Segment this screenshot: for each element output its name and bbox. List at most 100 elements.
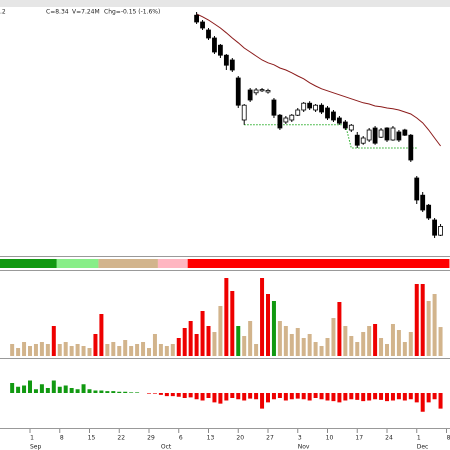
x-tick-label: 27 bbox=[266, 435, 274, 442]
histogram-bar bbox=[129, 392, 134, 393]
histogram-bar bbox=[438, 393, 443, 409]
volume-bar bbox=[271, 301, 276, 356]
volume-bar bbox=[87, 348, 92, 356]
candle-body bbox=[194, 14, 200, 23]
candle-body bbox=[408, 134, 414, 161]
volume-bar bbox=[313, 342, 318, 356]
month-label: Dec bbox=[417, 444, 429, 450]
volume-bar bbox=[105, 344, 110, 356]
candle-body bbox=[295, 109, 301, 116]
candle-body bbox=[414, 177, 420, 201]
candle-body bbox=[301, 102, 307, 111]
x-tick-label: 24 bbox=[385, 435, 393, 442]
candle-body bbox=[348, 124, 354, 131]
volume-bar bbox=[182, 328, 187, 356]
histogram-bar bbox=[224, 393, 229, 401]
volume-bar bbox=[283, 326, 288, 356]
histogram-bar bbox=[63, 385, 68, 393]
candle-body bbox=[331, 111, 336, 121]
histogram-bar bbox=[319, 393, 324, 400]
histogram-bar bbox=[45, 388, 50, 393]
histogram-bar bbox=[355, 393, 360, 400]
x-tick-label: 8 bbox=[60, 435, 64, 442]
header-strip bbox=[0, 0, 450, 7]
candle-body bbox=[247, 89, 253, 101]
volume-bar bbox=[331, 318, 336, 356]
header-info: .2 bbox=[0, 9, 6, 16]
histogram-bar bbox=[16, 386, 21, 393]
volume-bar bbox=[337, 302, 342, 356]
histogram-bar bbox=[158, 393, 163, 395]
candle-body bbox=[390, 127, 396, 141]
histogram-bar bbox=[343, 393, 348, 401]
volume-bar bbox=[260, 278, 265, 356]
volume-bar bbox=[224, 278, 229, 356]
candle-body bbox=[426, 204, 432, 219]
volume-bar bbox=[325, 338, 330, 356]
volume-bar bbox=[10, 344, 15, 356]
month-label: Oct bbox=[161, 444, 172, 450]
trend-band bbox=[98, 259, 158, 268]
histogram-bar bbox=[176, 393, 181, 397]
histogram-bar bbox=[289, 393, 294, 400]
histogram-bar bbox=[301, 393, 306, 400]
volume-bar bbox=[147, 348, 151, 356]
candle-body bbox=[372, 127, 378, 144]
histogram-bar bbox=[152, 393, 157, 394]
volume-bar bbox=[295, 328, 300, 356]
trend-band bbox=[56, 259, 99, 268]
volume-bar bbox=[22, 342, 27, 356]
histogram-bar bbox=[117, 391, 122, 393]
histogram-bar bbox=[373, 393, 378, 400]
histogram-bar bbox=[367, 393, 372, 401]
volume-bar bbox=[39, 342, 44, 356]
candle-body bbox=[212, 37, 217, 53]
volume-bar bbox=[33, 344, 38, 356]
x-tick-label: 13 bbox=[207, 435, 215, 442]
candle-body bbox=[336, 117, 342, 124]
histogram-bar bbox=[283, 393, 288, 401]
histogram-bar bbox=[432, 393, 437, 400]
volume-bar bbox=[206, 326, 211, 356]
volume-bar bbox=[390, 324, 395, 356]
x-tick-label: 29 bbox=[147, 435, 155, 442]
candle-body bbox=[432, 219, 438, 236]
candle-body bbox=[360, 137, 366, 144]
candle-body bbox=[438, 225, 443, 236]
histogram-bar bbox=[87, 389, 92, 393]
histogram-bar bbox=[307, 393, 312, 401]
volume-bar bbox=[385, 344, 389, 356]
month-label: Nov bbox=[298, 444, 310, 450]
histogram-bar bbox=[325, 393, 330, 401]
trend-band bbox=[157, 259, 188, 268]
candle-body bbox=[366, 129, 372, 141]
volume-bar bbox=[319, 346, 324, 356]
volume-bar bbox=[373, 324, 378, 356]
histogram-bar bbox=[426, 393, 431, 403]
histogram-bar bbox=[194, 393, 199, 400]
histogram-bar bbox=[349, 393, 354, 400]
volume-bar bbox=[75, 344, 80, 356]
x-tick-label: 3 bbox=[298, 435, 302, 442]
candle-body bbox=[253, 89, 259, 94]
x-tick-label: 1 bbox=[30, 435, 34, 442]
histogram-bar bbox=[57, 386, 62, 393]
volume-bar bbox=[81, 346, 86, 356]
x-tick-label: 20 bbox=[236, 435, 244, 442]
volume-bar bbox=[230, 291, 235, 356]
histogram-bar bbox=[420, 393, 425, 412]
candle-body bbox=[325, 107, 330, 119]
histogram-bar bbox=[337, 393, 342, 403]
histogram-bar bbox=[170, 393, 175, 397]
x-tick-label: 17 bbox=[355, 435, 363, 442]
candle-body bbox=[378, 129, 384, 138]
histogram-bar bbox=[75, 389, 80, 393]
histogram-bar bbox=[379, 393, 384, 400]
volume-bar bbox=[123, 340, 128, 356]
histogram-bar bbox=[188, 393, 193, 398]
histogram-bar bbox=[230, 393, 235, 398]
header-info: V=7.24M bbox=[72, 9, 100, 16]
x-tick-label: 1 bbox=[417, 435, 421, 442]
histogram-bar bbox=[28, 380, 32, 393]
